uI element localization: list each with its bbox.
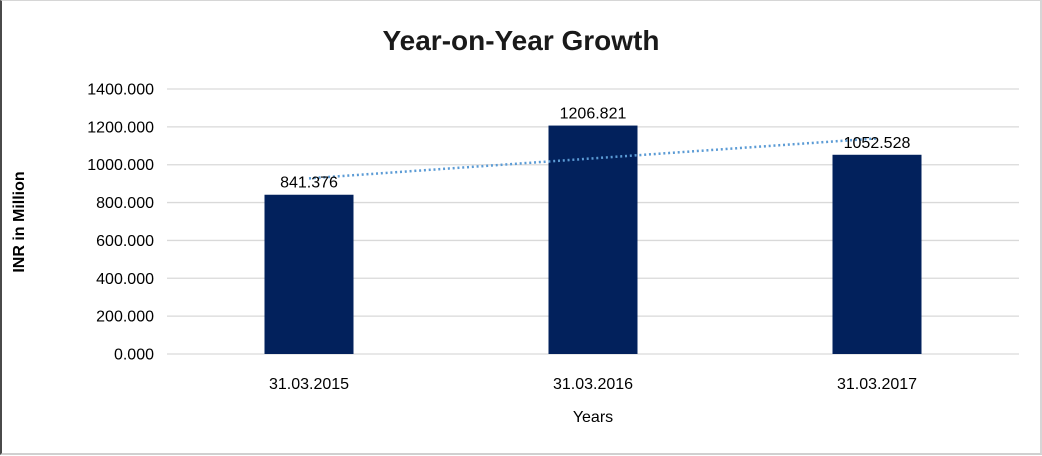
y-tick-label: 400.000 [96,271,154,288]
y-tick-label: 1000.000 [87,157,154,174]
trendline [308,137,878,180]
x-category-label: 31.03.2016 [553,376,633,393]
y-tick-label: 1400.000 [87,82,154,99]
chart-title: Year-on-Year Growth [382,25,660,56]
y-tick-label: 0.000 [114,347,154,364]
x-category-label: 31.03.2015 [269,376,349,393]
bar [832,154,922,354]
y-tick-label: 600.000 [96,233,154,250]
x-axis-title: Years [572,409,614,426]
bar [548,125,638,354]
y-tick-label: 200.000 [96,309,154,326]
y-tick-label: 800.000 [96,195,154,212]
x-category-label: 31.03.2017 [837,376,917,393]
y-tick-label: 1200.000 [87,119,154,136]
bar-value-label: 1206.821 [560,106,627,123]
bar [264,194,354,354]
bar-value-label: 1052.528 [844,135,911,152]
bar-value-label: 841.376 [280,175,338,192]
